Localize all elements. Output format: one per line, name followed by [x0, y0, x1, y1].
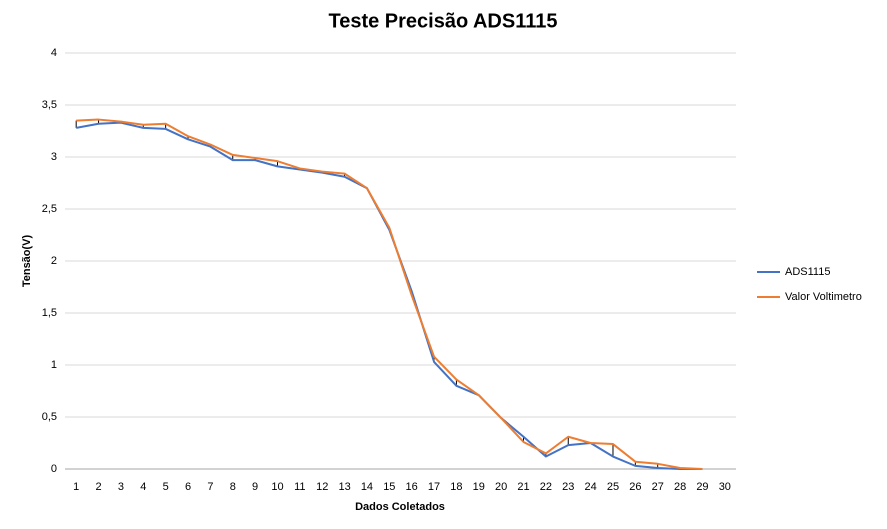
x-tick-label: 24 — [584, 481, 596, 493]
x-tick-label: 28 — [674, 481, 686, 493]
legend-label: ADS1115 — [785, 266, 830, 278]
x-tick-label: 5 — [163, 481, 169, 493]
x-tick-label: 19 — [473, 481, 485, 493]
y-tick-label: 3 — [51, 151, 57, 163]
x-tick-label: 10 — [271, 481, 283, 493]
x-tick-label: 7 — [207, 481, 213, 493]
x-axis-title: Dados Coletados — [355, 501, 445, 513]
y-tick-label: 1 — [51, 359, 57, 371]
y-tick-label: 4 — [51, 47, 57, 59]
x-tick-label: 13 — [338, 481, 350, 493]
x-tick-label: 22 — [540, 481, 552, 493]
x-tick-label: 14 — [361, 481, 373, 493]
x-tick-label: 25 — [607, 481, 619, 493]
x-tick-label: 8 — [230, 481, 236, 493]
x-tick-label: 4 — [140, 481, 146, 493]
x-tick-label: 11 — [294, 481, 305, 493]
x-tick-label: 1 — [73, 481, 79, 493]
y-tick-label: 0 — [51, 463, 57, 475]
x-tick-label: 12 — [316, 481, 328, 493]
y-tick-label: 2 — [51, 255, 57, 267]
legend-label: Valor Voltimetro — [785, 291, 862, 303]
y-tick-label: 2,5 — [42, 203, 57, 215]
x-tick-label: 20 — [495, 481, 507, 493]
x-tick-label: 16 — [406, 481, 418, 493]
x-tick-label: 18 — [450, 481, 462, 493]
y-axis-title: Tensão(V) — [21, 234, 33, 287]
x-tick-label: 29 — [696, 481, 708, 493]
y-tick-label: 0,5 — [42, 411, 57, 423]
x-tick-label: 26 — [629, 481, 641, 493]
x-tick-label: 27 — [652, 481, 664, 493]
x-tick-label: 30 — [719, 481, 731, 493]
x-tick-label: 21 — [517, 481, 529, 493]
y-tick-label: 3,5 — [42, 99, 57, 111]
chart-title: Teste Precisão ADS1115 — [328, 10, 557, 32]
series-line — [76, 118, 703, 470]
x-tick-label: 17 — [428, 481, 440, 493]
x-tick-label: 23 — [562, 481, 574, 493]
x-tick-label: 9 — [252, 481, 258, 493]
x-tick-label: 3 — [118, 481, 124, 493]
x-tick-label: 6 — [185, 481, 191, 493]
x-tick-label: 2 — [95, 481, 101, 493]
y-tick-label: 1,5 — [42, 307, 57, 319]
x-tick-label: 15 — [383, 481, 395, 493]
